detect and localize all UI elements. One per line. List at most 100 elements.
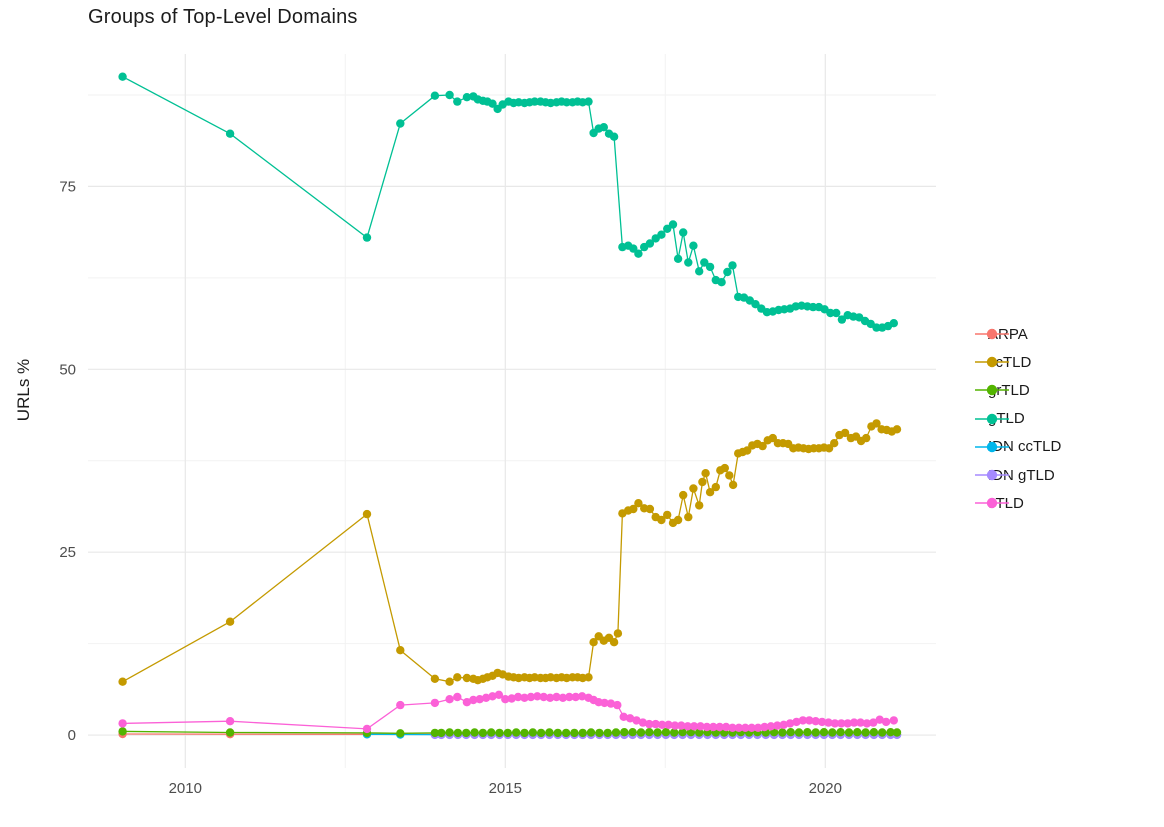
data-point-stld — [565, 692, 574, 702]
legend-label: IDN gTLD — [988, 466, 1055, 484]
data-point-gtld — [808, 302, 818, 312]
legend-item-cctld: ccTLD — [974, 352, 1031, 372]
data-point-stld — [728, 723, 737, 732]
data-point-gtld — [562, 98, 571, 107]
data-point-cctld — [362, 509, 372, 519]
data-point-cctld — [684, 512, 693, 522]
data-point-stld — [817, 717, 827, 727]
legend-key-icon — [975, 385, 1009, 396]
data-point-cctld — [872, 419, 881, 428]
data-point-stld — [469, 695, 478, 705]
data-point-gtld — [445, 90, 454, 100]
data-point-cctld — [892, 425, 902, 434]
data-point-stld — [734, 723, 744, 732]
data-point-grtld — [487, 728, 496, 737]
legend-key-icon — [975, 413, 1009, 424]
data-point-stld — [747, 723, 756, 732]
data-point-stld — [552, 692, 561, 702]
data-point-cctld — [768, 433, 777, 443]
data-point-grtld — [853, 728, 862, 737]
data-point-gtld — [225, 129, 235, 138]
data-point-cctld — [743, 446, 752, 455]
data-point-stld — [670, 721, 680, 730]
data-point-gtld — [832, 308, 841, 318]
data-point-stld — [645, 719, 654, 729]
data-point-grtld — [878, 728, 887, 737]
data-point-gtld — [453, 97, 462, 106]
data-point-stld — [600, 698, 609, 708]
series-stld — [118, 690, 898, 734]
data-point-grtld — [628, 728, 637, 737]
data-point-cctld — [689, 484, 698, 493]
data-point-stld — [577, 692, 587, 701]
x-tick-label: 2015 — [489, 780, 522, 797]
data-point-stld — [625, 714, 635, 723]
data-point-cctld — [629, 504, 638, 514]
data-point-cctld — [613, 629, 623, 638]
data-point-gtld — [118, 72, 127, 81]
data-point-gtld — [837, 315, 847, 324]
data-point-gtld — [695, 267, 704, 276]
legend-key-icon — [975, 328, 1009, 340]
data-point-cctld — [725, 471, 734, 480]
data-point-cctld — [824, 444, 834, 453]
data-point-grtld — [778, 728, 787, 737]
data-point-stld — [811, 717, 820, 726]
data-point-cctld — [609, 638, 619, 647]
data-point-grtld — [653, 728, 662, 737]
data-point-stld — [362, 724, 372, 734]
data-point-grtld — [803, 728, 812, 737]
data-point-stld — [475, 695, 484, 704]
data-point-stld — [533, 692, 542, 701]
data-point-grtld — [678, 728, 687, 737]
y-tick-label: 0 — [68, 727, 76, 744]
grid-minor — [88, 54, 936, 768]
x-axis-tick-labels: 2010 2015 2020 — [169, 780, 842, 797]
y-tick-label: 75 — [59, 178, 76, 195]
data-point-cctld — [705, 488, 715, 497]
data-point-cctld — [225, 617, 235, 626]
data-point-gtld — [530, 97, 539, 106]
y-axis-title: URLs % — [14, 358, 33, 422]
data-point-stld — [805, 716, 814, 725]
data-point-grtld — [828, 728, 837, 737]
data-point-stld — [862, 719, 872, 728]
legend-item-idn-gtld: IDN gTLD — [974, 465, 1055, 485]
data-point-cctld — [695, 501, 704, 510]
data-point-cctld — [645, 504, 655, 514]
data-point-grtld — [570, 728, 579, 738]
data-point-stld — [657, 720, 667, 729]
data-point-stld — [889, 716, 898, 725]
y-tick-label: 50 — [59, 361, 76, 378]
data-point-stld — [721, 722, 731, 732]
data-point-stld — [651, 719, 660, 729]
data-point-stld — [869, 718, 878, 727]
data-point-stld — [856, 718, 865, 727]
data-point-grtld — [578, 728, 587, 738]
legend-key-icon — [975, 441, 1009, 452]
data-point-stld — [638, 718, 648, 727]
legend-key-icon — [975, 497, 1009, 509]
data-point-grtld — [794, 728, 804, 737]
data-point-stld — [683, 722, 692, 731]
data-point-stld — [677, 721, 686, 730]
data-point-stld — [830, 719, 840, 728]
data-point-gtld — [723, 267, 732, 277]
data-point-cctld — [830, 439, 839, 448]
data-point-grtld — [886, 728, 895, 737]
series-gtld — [118, 72, 898, 332]
data-point-grtld — [553, 728, 562, 738]
data-point-gtld — [705, 262, 715, 272]
data-point-grtld — [861, 728, 870, 737]
data-point-grtld — [478, 728, 488, 738]
data-point-stld — [766, 722, 776, 731]
data-point-grtld — [661, 728, 671, 737]
data-point-grtld — [536, 728, 546, 738]
data-point-stld — [798, 716, 808, 725]
data-point-grtld — [495, 728, 504, 738]
data-point-gtld — [645, 239, 655, 248]
data-point-stld — [632, 716, 641, 725]
data-point-stld — [225, 717, 235, 726]
